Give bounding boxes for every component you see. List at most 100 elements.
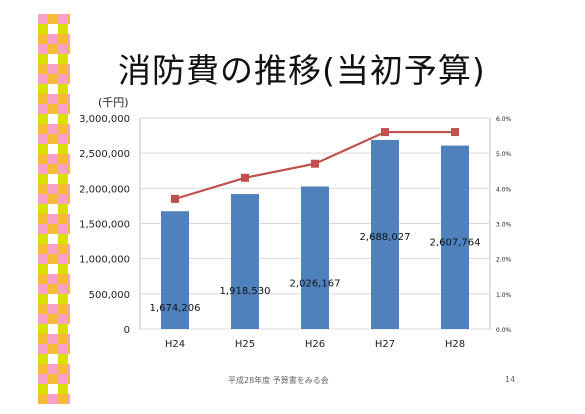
border-tile: [48, 154, 58, 164]
border-tile: [48, 64, 58, 74]
bar-H26: [301, 186, 329, 329]
border-tile: [68, 334, 70, 344]
border-tile: [38, 144, 48, 154]
border-tile: [68, 374, 70, 384]
border-tile: [38, 244, 48, 254]
border-tile: [48, 114, 58, 124]
slide-title: 消防費の推移(当初予算): [118, 51, 486, 90]
border-tile: [58, 214, 68, 224]
border-tile: [38, 294, 48, 304]
border-tile: [38, 394, 48, 404]
border-tile: [38, 124, 48, 134]
left-axis-tick-label: 0: [124, 325, 130, 336]
border-tile: [58, 64, 68, 74]
border-tile: [68, 224, 70, 234]
border-tile: [58, 194, 68, 204]
border-tile: [68, 64, 70, 74]
border-tile: [38, 34, 48, 44]
border-tile: [58, 134, 68, 144]
border-tile: [68, 134, 70, 144]
border-tile: [58, 284, 68, 294]
ratio-point-H26: [311, 159, 319, 168]
border-tile: [58, 294, 68, 304]
border-tile: [58, 254, 68, 264]
border-tile: [38, 374, 48, 384]
border-tile: [58, 244, 68, 254]
bar-H28: [441, 145, 469, 329]
border-tile: [38, 94, 48, 104]
border-tile: [48, 204, 58, 214]
border-tile: [68, 94, 70, 104]
right-axis-tick-label: 2.0%: [496, 257, 512, 264]
border-tile: [38, 264, 48, 274]
border-tile: [68, 44, 70, 54]
border-tile: [58, 34, 68, 44]
border-tile: [58, 94, 68, 104]
border-tile: [38, 134, 48, 144]
left-axis-tick-label: 2,000,000: [79, 184, 130, 195]
border-tile: [48, 194, 58, 204]
border-tile: [58, 54, 68, 64]
border-tile: [68, 294, 70, 304]
border-tile: [48, 104, 58, 114]
border-tile: [68, 364, 70, 374]
border-tile: [68, 74, 70, 84]
border-tile: [48, 94, 58, 104]
border-tile: [68, 144, 70, 154]
left-axis-tick-label: 2,500,000: [79, 149, 130, 160]
right-axis-tick-label: 3.0%: [496, 222, 512, 229]
right-axis-tick-label: 4.0%: [496, 186, 512, 193]
right-axis-tick-label: 1.0%: [496, 292, 512, 299]
data-label-H26: 2,026,167: [290, 278, 341, 289]
border-tile: [48, 334, 58, 344]
border-tile: [58, 264, 68, 274]
border-tile: [38, 64, 48, 74]
border-tile: [68, 234, 70, 244]
border-tile: [48, 214, 58, 224]
ratio-point-H25: [241, 173, 249, 182]
border-tile: [38, 354, 48, 364]
border-tile: [58, 334, 68, 344]
border-tile: [58, 84, 68, 94]
border-tile: [48, 134, 58, 144]
category-label-H27: H27: [375, 339, 395, 350]
left-axis-tick-label: 1,500,000: [79, 220, 130, 231]
border-tile: [38, 154, 48, 164]
border-tile: [58, 164, 68, 174]
border-tile: [48, 174, 58, 184]
border-tile: [38, 14, 48, 24]
border-tile: [58, 44, 68, 54]
border-tile: [58, 154, 68, 164]
border-tile: [58, 384, 68, 394]
border-tile: [38, 254, 48, 264]
data-label-H27: 2,688,027: [360, 232, 411, 243]
border-tile: [38, 384, 48, 394]
border-tile: [48, 374, 58, 384]
border-tile: [68, 354, 70, 364]
border-tile: [68, 324, 70, 334]
ratio-point-H27: [381, 128, 389, 137]
border-tile: [48, 164, 58, 174]
border-tile: [68, 174, 70, 184]
border-tile: [48, 264, 58, 274]
border-tile: [38, 214, 48, 224]
border-tile: [68, 114, 70, 124]
bar-H27: [371, 139, 399, 329]
border-tile: [68, 214, 70, 224]
border-tile: [58, 74, 68, 84]
border-tile: [68, 34, 70, 44]
border-tile: [68, 254, 70, 264]
right-axis-tick-label: 5.0%: [496, 151, 512, 158]
border-tile: [38, 104, 48, 114]
border-tile: [68, 124, 70, 134]
border-tile: [38, 304, 48, 314]
border-tile: [68, 24, 70, 34]
border-tile: [38, 284, 48, 294]
border-tile: [48, 44, 58, 54]
border-tile: [68, 54, 70, 64]
border-tile: [38, 54, 48, 64]
border-tile: [48, 294, 58, 304]
left-axis-tick-label: 3,000,000: [79, 114, 130, 125]
border-tile: [38, 194, 48, 204]
